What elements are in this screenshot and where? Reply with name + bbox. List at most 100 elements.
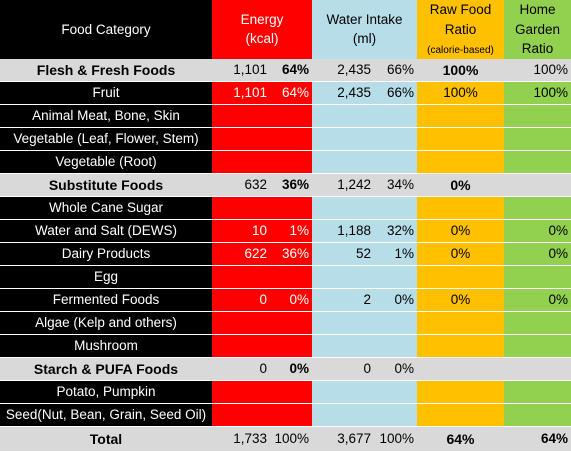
water-value: 2,435 [312, 58, 374, 82]
raw-ratio: 0% [417, 288, 504, 312]
energy-value: 1,733 [212, 426, 270, 451]
garden-ratio [504, 265, 571, 289]
category-label: Egg [0, 265, 212, 289]
raw-ratio: 100% [417, 81, 504, 105]
table-row: Potato, Pumpkin [0, 380, 571, 404]
energy-value [212, 265, 270, 289]
category-label: Flesh & Fresh Foods [0, 58, 212, 82]
water-value: 1,188 [312, 219, 374, 243]
energy-percent [270, 196, 312, 220]
total-label: Total [0, 426, 212, 451]
energy-value [212, 127, 270, 151]
garden-ratio: 100% [504, 81, 571, 105]
water-value [312, 380, 374, 404]
raw-ratio: 64% [417, 426, 504, 451]
water-percent: 66% [374, 81, 417, 105]
water-percent [374, 334, 417, 358]
water-percent: 0% [374, 288, 417, 312]
energy-percent [270, 380, 312, 404]
category-label: Animal Meat, Bone, Skin [0, 104, 212, 128]
water-value [312, 104, 374, 128]
water-value [312, 265, 374, 289]
garden-ratio [504, 380, 571, 404]
water-percent: 100% [374, 426, 417, 451]
energy-value: 0 [212, 357, 270, 381]
energy-value: 622 [212, 242, 270, 266]
energy-percent [270, 104, 312, 128]
header-home-garden-ratio: Home Garden Ratio [504, 0, 571, 59]
energy-value: 0 [212, 288, 270, 312]
category-label: Seed(Nut, Bean, Grain, Seed Oil) [0, 403, 212, 427]
category-label: Starch & PUFA Foods [0, 357, 212, 381]
water-percent [374, 127, 417, 151]
raw-ratio [417, 380, 504, 404]
water-value: 2,435 [312, 81, 374, 105]
table-row-section: Flesh & Fresh Foods 1,101 64% 2,435 66% … [0, 58, 571, 82]
water-value [312, 334, 374, 358]
energy-percent [270, 311, 312, 335]
water-percent [374, 265, 417, 289]
energy-percent [270, 127, 312, 151]
energy-percent [270, 334, 312, 358]
table-row: Dairy Products 622 36% 52 1% 0% 0% [0, 242, 571, 266]
energy-percent [270, 403, 312, 427]
garden-ratio [504, 334, 571, 358]
energy-value [212, 334, 270, 358]
water-value [312, 150, 374, 174]
garden-ratio: 100% [504, 58, 571, 82]
raw-ratio: 0% [417, 219, 504, 243]
water-value: 52 [312, 242, 374, 266]
water-percent [374, 150, 417, 174]
energy-value [212, 311, 270, 335]
raw-ratio [417, 127, 504, 151]
garden-ratio [504, 357, 571, 381]
raw-ratio [417, 196, 504, 220]
category-label: Water and Salt (DEWS) [0, 219, 212, 243]
table-row: Fermented Foods 0 0% 2 0% 0% 0% [0, 288, 571, 312]
garden-ratio [504, 173, 571, 197]
category-label: Whole Cane Sugar [0, 196, 212, 220]
energy-percent: 36% [270, 242, 312, 266]
category-label: Fermented Foods [0, 288, 212, 312]
garden-ratio: 0% [504, 219, 571, 243]
table-row: Vegetable (Root) [0, 150, 571, 174]
raw-ratio [417, 403, 504, 427]
raw-ratio: 0% [417, 242, 504, 266]
energy-percent [270, 265, 312, 289]
raw-ratio: 0% [417, 173, 504, 197]
energy-value: 1,101 [212, 58, 270, 82]
raw-ratio [417, 265, 504, 289]
water-percent [374, 311, 417, 335]
water-value [312, 127, 374, 151]
water-percent [374, 104, 417, 128]
energy-value: 10 [212, 219, 270, 243]
energy-percent: 64% [270, 58, 312, 82]
energy-percent: 36% [270, 173, 312, 197]
water-value: 3,677 [312, 426, 374, 451]
table-row: Egg [0, 265, 571, 289]
water-percent: 0% [374, 357, 417, 381]
water-percent [374, 403, 417, 427]
table-row: Animal Meat, Bone, Skin [0, 104, 571, 128]
header-raw-food-ratio: Raw Food Ratio (calorie-based) [417, 0, 504, 59]
raw-ratio: 100% [417, 58, 504, 82]
energy-value: 632 [212, 173, 270, 197]
water-percent: 1% [374, 242, 417, 266]
header-row: Food Category Energy (kcal) Water Intake(… [0, 0, 571, 59]
raw-ratio [417, 334, 504, 358]
energy-value [212, 150, 270, 174]
water-value: 2 [312, 288, 374, 312]
raw-ratio [417, 357, 504, 381]
table-row: Water and Salt (DEWS) 10 1% 1,188 32% 0%… [0, 219, 571, 243]
category-label: Vegetable (Root) [0, 150, 212, 174]
energy-value [212, 196, 270, 220]
garden-ratio: 0% [504, 242, 571, 266]
table-row-section: Substitute Foods 632 36% 1,242 34% 0% [0, 173, 571, 197]
energy-value [212, 380, 270, 404]
garden-ratio [504, 127, 571, 151]
category-label: Dairy Products [0, 242, 212, 266]
raw-ratio [417, 150, 504, 174]
water-percent [374, 196, 417, 220]
water-value: 1,242 [312, 173, 374, 197]
